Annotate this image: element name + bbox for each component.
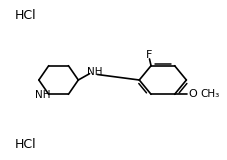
Text: NH: NH [87,67,102,77]
Text: F: F [146,51,152,60]
Text: CH₃: CH₃ [201,89,220,99]
Text: HCl: HCl [15,9,37,22]
Text: NH: NH [35,90,51,100]
Text: HCl: HCl [15,138,37,151]
Text: O: O [188,89,197,99]
